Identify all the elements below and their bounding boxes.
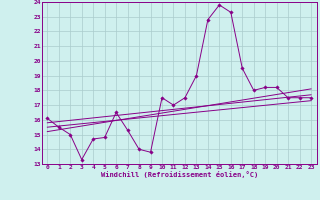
X-axis label: Windchill (Refroidissement éolien,°C): Windchill (Refroidissement éolien,°C) bbox=[100, 171, 258, 178]
